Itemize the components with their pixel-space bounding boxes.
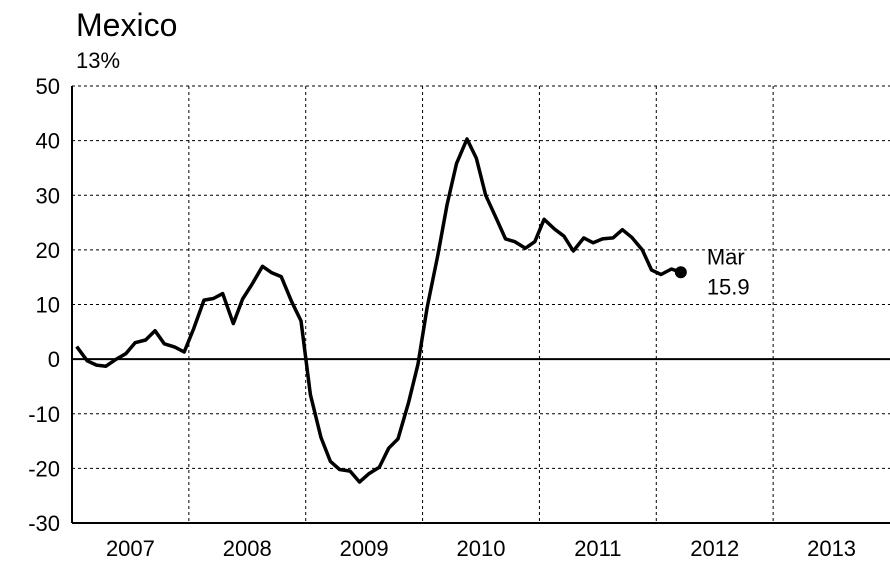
y-tick-label: 10 [36, 293, 60, 318]
line [75, 137, 682, 484]
chart-subtitle: 13% [76, 48, 120, 73]
value-label: 15.9 [707, 274, 750, 299]
x-tick-label: 2010 [457, 536, 506, 560]
y-tick-label: -30 [28, 511, 60, 536]
chart-title: Mexico [76, 7, 177, 43]
y-tick-label: 30 [36, 183, 60, 208]
x-tick-label: 2011 [574, 536, 621, 560]
y-tick-label: 0 [48, 347, 60, 372]
y-tick-label: 50 [36, 74, 60, 99]
x-tick-label: 2013 [807, 536, 856, 560]
x-tick-label: 2007 [106, 536, 155, 560]
end-point [674, 266, 687, 279]
end-label: Mar [707, 244, 745, 269]
x-tick-label: 2009 [340, 536, 389, 560]
x-tick-label: 2012 [690, 536, 739, 560]
y-tick-label: 20 [36, 238, 60, 263]
y-tick-label: 40 [36, 129, 60, 154]
y-tick-label: -10 [28, 402, 60, 427]
y-tick-label: -20 [28, 456, 60, 481]
x-tick-label: 2008 [223, 536, 272, 560]
